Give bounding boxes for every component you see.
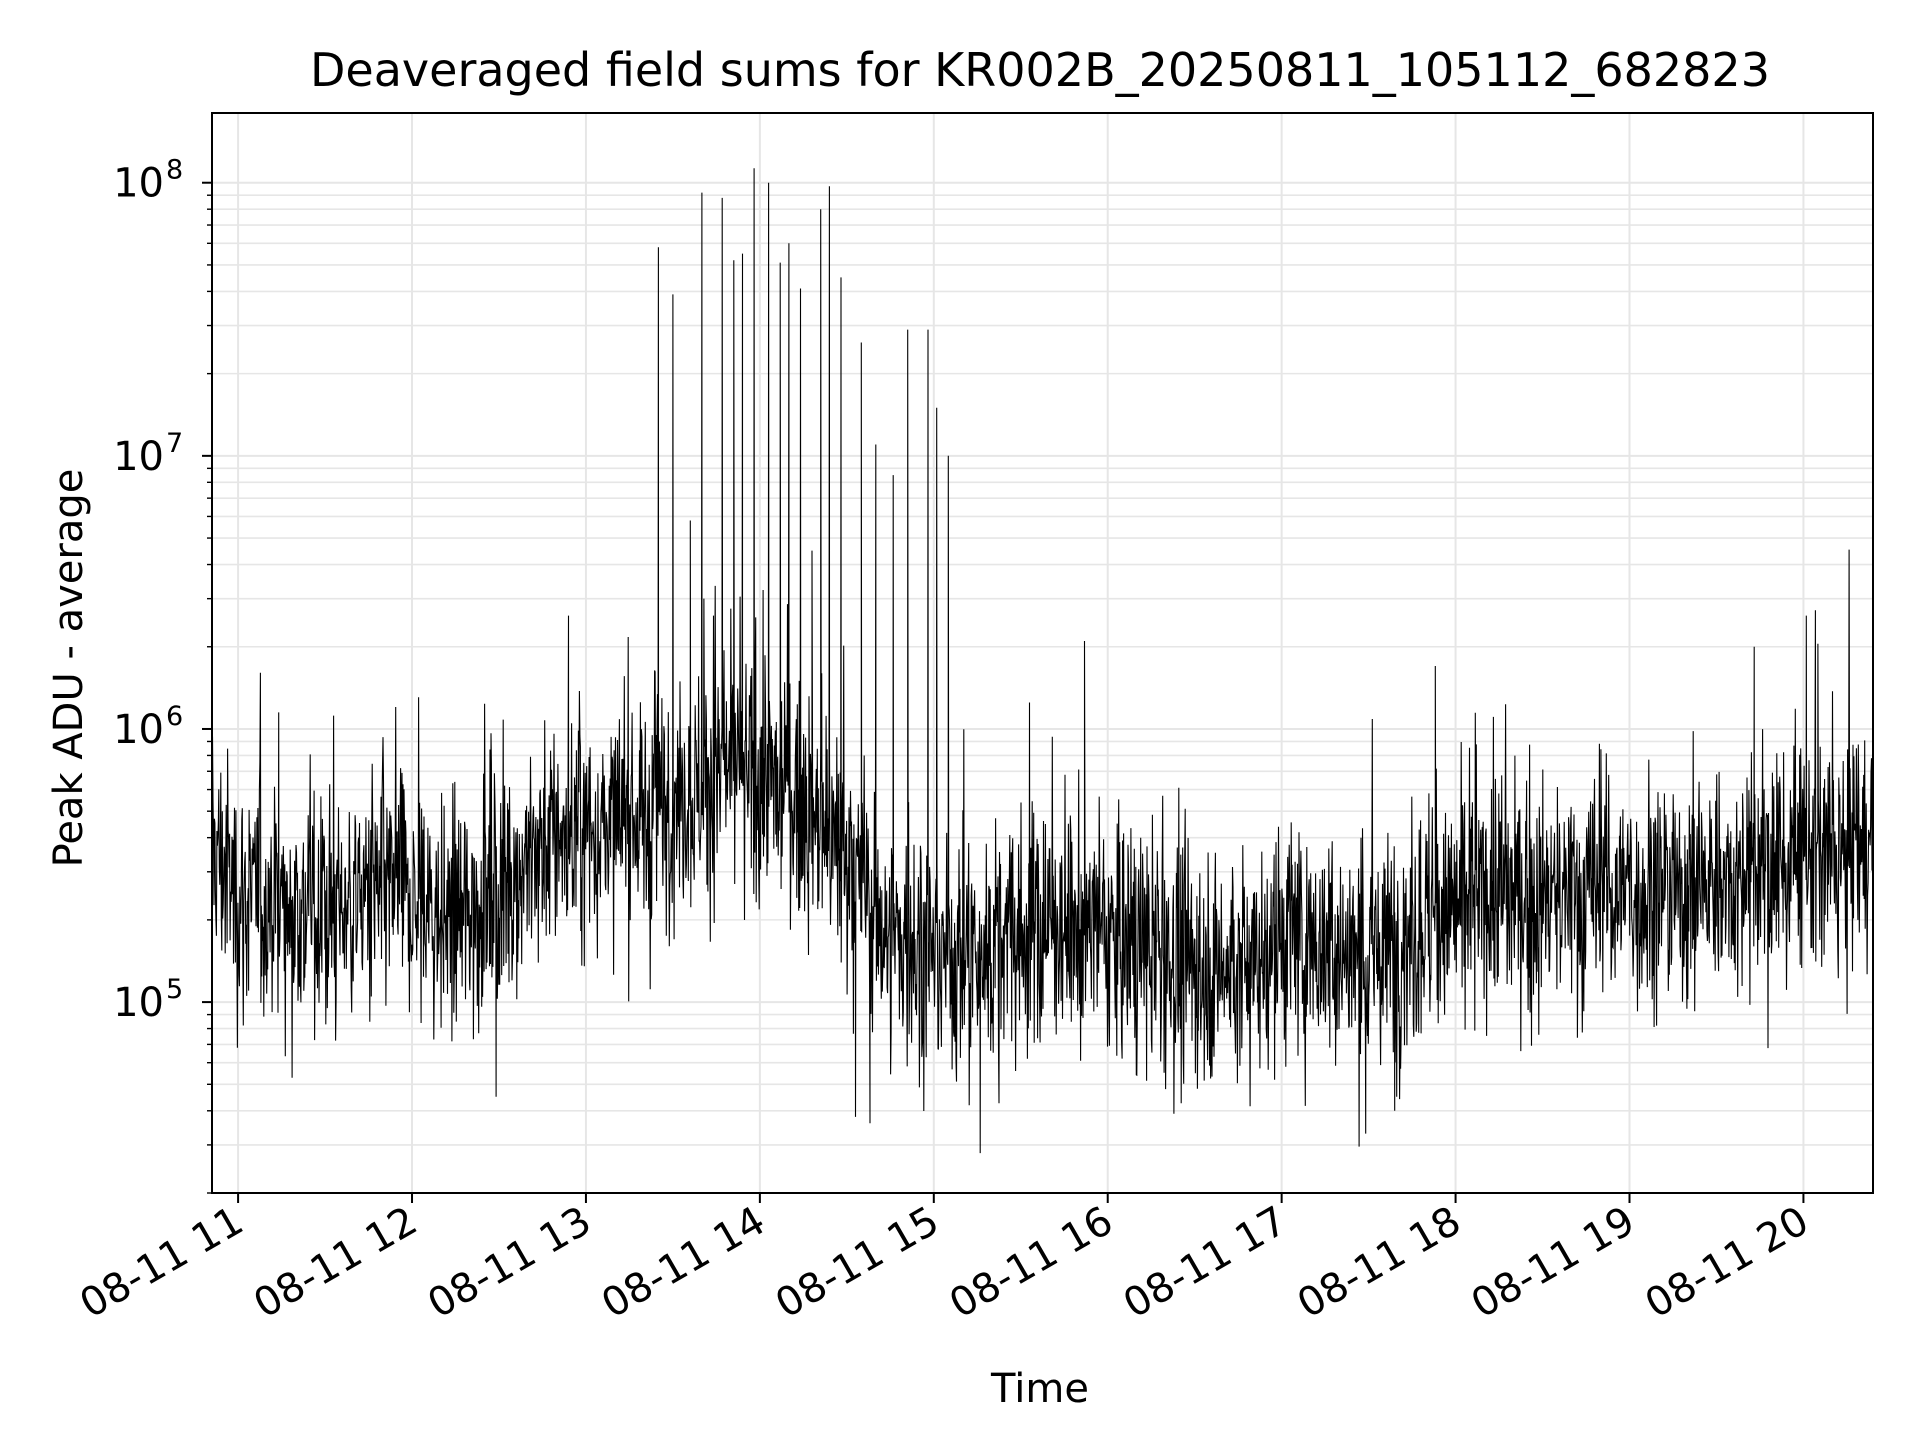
series-line: [212, 168, 1873, 1154]
y-tick-label: 10: [113, 980, 164, 1026]
series-path: [212, 168, 1873, 1154]
y-tick-exponent: 7: [166, 428, 183, 459]
y-tick-label: 10: [113, 707, 164, 753]
chart-title: Deaveraged field sums for KR002B_2025081…: [310, 43, 1770, 97]
plot-frame: [211, 112, 1874, 1194]
y-tick-exponent: 8: [166, 155, 183, 186]
y-tick-exponent: 6: [166, 701, 183, 732]
x-axis-label: Time: [990, 1366, 1089, 1412]
y-tick-label: 10: [113, 161, 164, 207]
y-tick-exponent: 5: [166, 974, 183, 1005]
y-axis-label: Peak ADU - average: [46, 469, 92, 868]
y-tick-label: 10: [113, 434, 164, 480]
